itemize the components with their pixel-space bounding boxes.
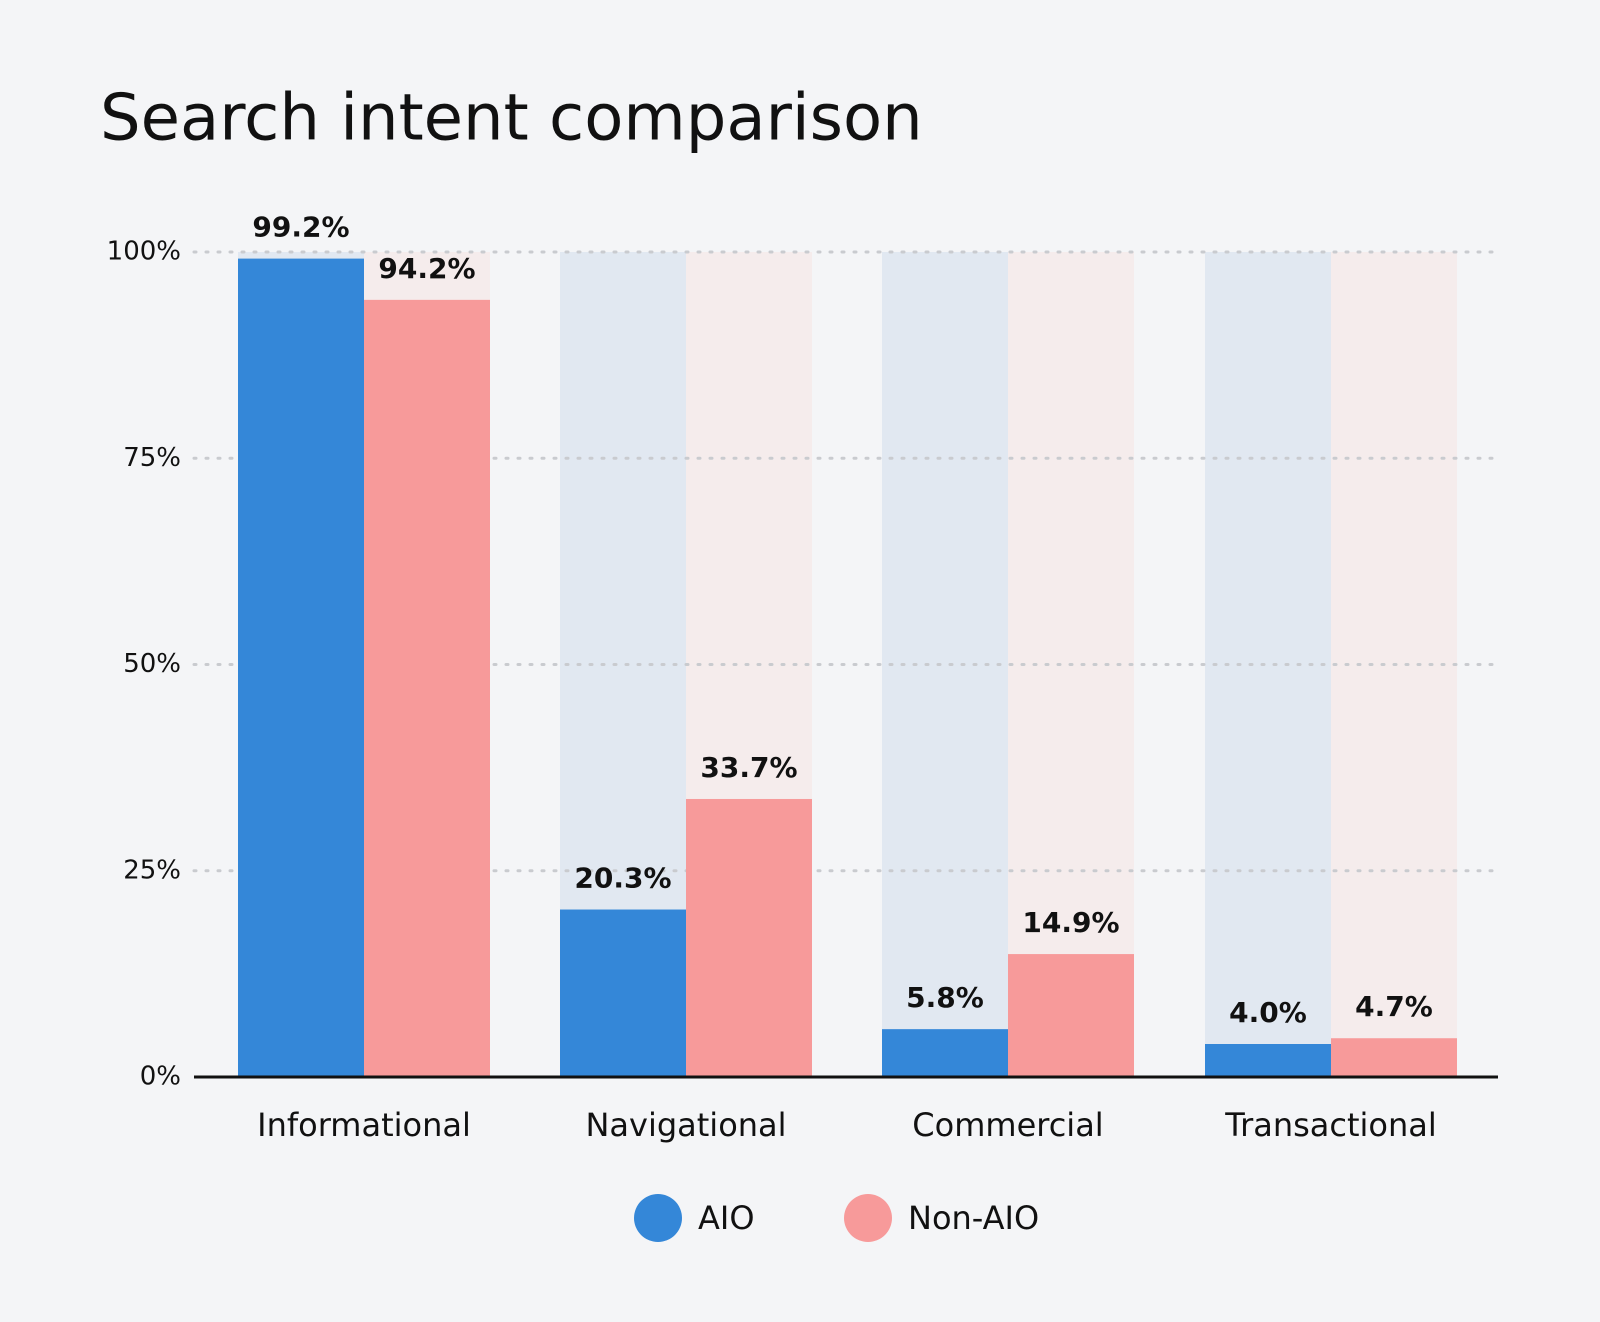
x-tick-label: Navigational <box>585 1106 786 1144</box>
value-label: 5.8% <box>906 981 984 1014</box>
x-tick-label: Commercial <box>912 1106 1103 1144</box>
value-label: 99.2% <box>252 211 349 244</box>
value-label: 33.7% <box>700 751 797 784</box>
bar <box>882 1029 1008 1077</box>
value-label: 94.2% <box>378 252 475 285</box>
value-label: 20.3% <box>574 862 671 895</box>
y-tick-label: 75% <box>123 443 181 473</box>
legend-label: AIO <box>698 1199 755 1237</box>
y-tick-label: 0% <box>140 1062 181 1092</box>
bar <box>686 798 812 1077</box>
chart-title: Search intent comparison <box>100 82 923 156</box>
legend-swatch <box>634 1194 682 1242</box>
bar <box>1331 1038 1457 1077</box>
y-tick-label: 25% <box>123 855 181 885</box>
bar <box>560 909 686 1077</box>
bar <box>364 299 490 1078</box>
x-tick-label: Informational <box>257 1106 471 1144</box>
bar <box>1008 954 1134 1077</box>
legend-swatch <box>844 1194 892 1242</box>
value-label: 4.0% <box>1229 996 1307 1029</box>
value-label: 4.7% <box>1355 990 1433 1023</box>
bar <box>238 258 364 1078</box>
y-tick-label: 100% <box>107 237 181 267</box>
value-label: 14.9% <box>1022 906 1119 939</box>
y-tick-label: 50% <box>123 649 181 679</box>
bar <box>1205 1044 1331 1077</box>
x-tick-label: Transactional <box>1224 1106 1437 1144</box>
legend-label: Non-AIO <box>908 1199 1039 1237</box>
